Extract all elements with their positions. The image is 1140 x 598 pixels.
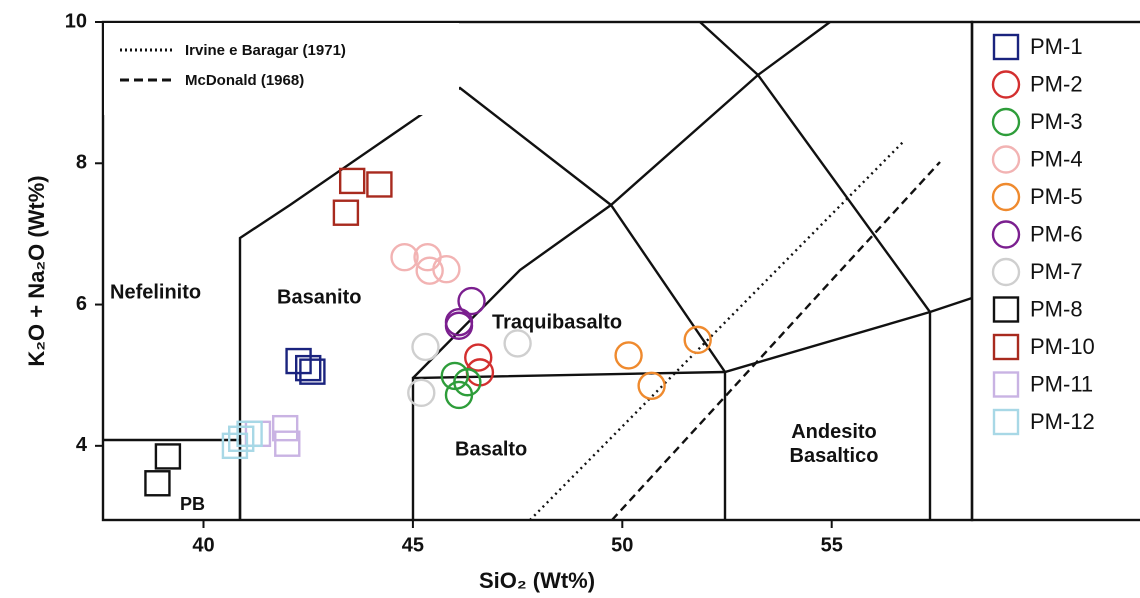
point bbox=[144, 470, 171, 497]
legend-frame bbox=[970, 20, 1140, 522]
point bbox=[274, 430, 301, 457]
y-tick-label: 8 bbox=[76, 152, 87, 174]
field-label: PB bbox=[180, 494, 205, 514]
point bbox=[415, 256, 444, 285]
point bbox=[244, 420, 272, 448]
ref-legend-box bbox=[104, 23, 459, 115]
x-tick-label: 50 bbox=[611, 534, 633, 556]
legend-label: PM-7 bbox=[1030, 259, 1083, 284]
legend-label: PM-12 bbox=[1030, 409, 1095, 434]
point bbox=[992, 33, 1020, 61]
point bbox=[407, 378, 436, 408]
point bbox=[338, 167, 366, 195]
x-axis-label: SiO₂ (Wt%) bbox=[479, 568, 595, 593]
point bbox=[464, 343, 493, 372]
field-label: Basalto bbox=[455, 438, 527, 460]
legend-label: PM-1 bbox=[1030, 34, 1083, 59]
x-tick-label: 40 bbox=[192, 534, 214, 556]
point bbox=[271, 414, 299, 442]
x-tick-label: 45 bbox=[402, 534, 424, 556]
point bbox=[992, 333, 1020, 361]
point bbox=[991, 70, 1021, 99]
y-tick-label: 6 bbox=[76, 293, 87, 315]
point bbox=[991, 257, 1021, 287]
x-tick-label: 55 bbox=[821, 534, 843, 556]
point bbox=[991, 145, 1021, 174]
point bbox=[444, 311, 474, 340]
point bbox=[390, 243, 419, 272]
point bbox=[285, 347, 312, 375]
field-label: Nefelinito bbox=[110, 281, 201, 303]
field-label: Traquibasalto bbox=[492, 311, 622, 333]
point bbox=[991, 107, 1021, 137]
point bbox=[444, 380, 474, 410]
legend-label: PM-2 bbox=[1030, 71, 1083, 96]
y-tick-label: 4 bbox=[76, 434, 88, 456]
ref-label: McDonald (1968) bbox=[185, 72, 304, 89]
legend-label: PM-4 bbox=[1030, 146, 1083, 171]
point bbox=[228, 425, 255, 452]
field-boundaries bbox=[103, 21, 973, 521]
point bbox=[332, 199, 360, 226]
point bbox=[683, 325, 712, 355]
point bbox=[992, 408, 1020, 436]
legend-label: PM-6 bbox=[1030, 221, 1083, 246]
point bbox=[457, 286, 486, 316]
point bbox=[992, 296, 1020, 323]
point bbox=[154, 443, 182, 470]
legend-label: PM-8 bbox=[1030, 296, 1083, 321]
field-label: Andesito Basaltico bbox=[790, 421, 879, 467]
y-axis-label: K₂O + Na₂O (Wt%) bbox=[24, 175, 49, 366]
legend-label: PM-10 bbox=[1030, 334, 1095, 359]
point bbox=[991, 220, 1021, 249]
point bbox=[637, 371, 666, 400]
legend-label: PM-11 bbox=[1030, 371, 1093, 396]
legend-label: PM-5 bbox=[1030, 184, 1083, 209]
point bbox=[299, 358, 326, 385]
field-label: Basanito bbox=[277, 286, 361, 308]
ref-label: Irvine e Baragar (1971) bbox=[185, 42, 346, 59]
legend-label: PM-3 bbox=[1030, 109, 1083, 134]
point bbox=[440, 361, 469, 391]
y-tick-label: 10 bbox=[65, 10, 87, 32]
point bbox=[614, 341, 643, 370]
point bbox=[992, 371, 1020, 398]
point bbox=[503, 329, 532, 358]
point bbox=[366, 171, 393, 198]
point bbox=[411, 332, 440, 362]
point bbox=[295, 354, 322, 382]
point bbox=[432, 255, 461, 284]
point bbox=[991, 182, 1021, 212]
point bbox=[221, 432, 249, 460]
